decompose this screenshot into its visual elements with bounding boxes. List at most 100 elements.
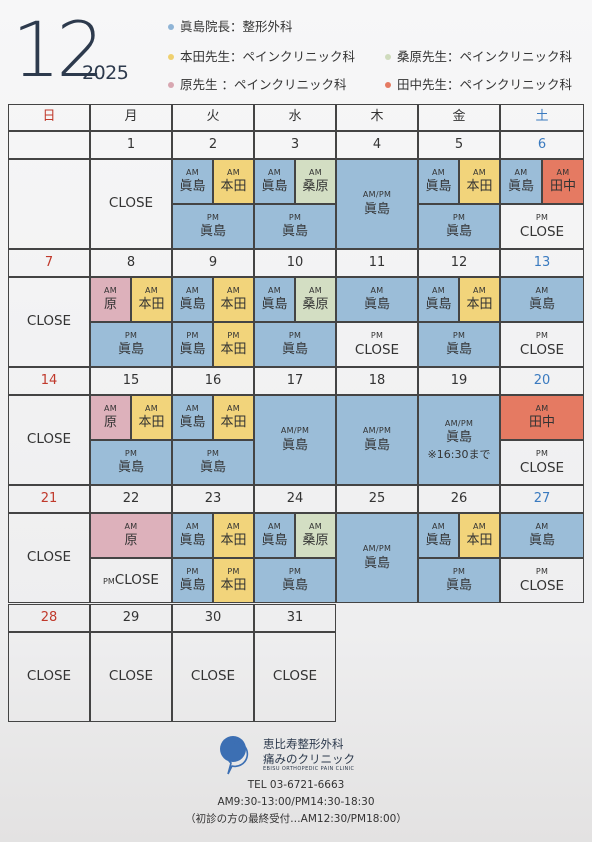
doctor-name: 眞島 xyxy=(281,342,308,358)
pm-slot-cell: PM 眞島 xyxy=(418,322,500,367)
session-tag: AM xyxy=(186,521,199,531)
legend-item: 本田先生：ペインクリニック科 xyxy=(168,50,355,64)
doctor-name: 眞島 xyxy=(363,297,390,313)
date-cell: 2 xyxy=(172,131,254,159)
pm-slot-cell: PM 眞島 xyxy=(254,204,336,249)
date-cell xyxy=(8,131,90,159)
date-number: 4 xyxy=(372,136,382,152)
session-tag: AM xyxy=(556,167,570,177)
session-tag: AM xyxy=(309,285,322,295)
am-slot-cell: AM 原 xyxy=(90,513,172,558)
doctor-name: 本田 xyxy=(466,533,493,549)
doctor-name: 眞島 xyxy=(507,179,534,195)
doctor-name: 本田 xyxy=(220,578,247,594)
session-tag: AM/PM xyxy=(280,426,310,436)
pm-slot-cell: PM 眞島 xyxy=(90,440,172,485)
doctor-name: 桑原 xyxy=(302,297,329,313)
session-tag: AM/PM xyxy=(362,544,392,554)
pm-inline-row: PMCLOSE xyxy=(103,572,159,589)
date-cell: 25 xyxy=(336,485,418,513)
doctor-name: 眞島 xyxy=(199,460,226,476)
am-slot-cell: AM 眞島 xyxy=(172,159,213,204)
doctor-name: 眞島 xyxy=(528,297,555,313)
session-tag: PM xyxy=(288,566,302,576)
doctor-name: 眞島 xyxy=(261,297,288,313)
date-number: 16 xyxy=(204,372,222,388)
session-tag: AM xyxy=(145,285,158,295)
am-slot-cell: AM 眞島 xyxy=(172,277,213,322)
am-slot-cell: AM 本田 xyxy=(459,159,500,204)
clinic-logo-icon xyxy=(220,736,249,775)
am-slot-cell: AM 眞島 xyxy=(418,159,459,204)
clinic-logo: 恵比寿整形外科 痛みのクリニック EBISU ORTHOPEDIC PAIN C… xyxy=(218,732,368,776)
full-day-cell: AM/PM 眞島 xyxy=(336,159,418,249)
pm-slot-cell: PM 眞島 xyxy=(172,440,254,485)
am-slot-cell: AM 本田 xyxy=(131,277,172,322)
am-slot-cell: AM 田中 xyxy=(542,159,584,204)
legend-item: 原先生 ：ペインクリニック科 xyxy=(168,78,346,92)
closed-day-cell: CLOSE xyxy=(254,632,336,722)
session-tag: AM xyxy=(104,403,117,413)
weekday-header: 土 xyxy=(500,104,584,131)
doctor-name: 眞島 xyxy=(199,224,226,240)
schedule-calendar: 日 月 火 水 木 金 土 1 CLOSE 2 AM 眞島 AM 本田 PM 眞島 3 AM 眞島 AM 桑原 PM 眞島 4… xyxy=(8,104,584,722)
date-number: 12 xyxy=(450,254,468,270)
doctor-name: 本田 xyxy=(138,297,165,313)
date-cell: 22 xyxy=(90,485,172,513)
am-slot-cell: AM 本田 xyxy=(459,513,500,558)
closed-day-cell: CLOSE xyxy=(8,513,90,603)
date-number: 28 xyxy=(40,609,58,625)
doctor-name: 眞島 xyxy=(445,342,472,358)
legend-dot xyxy=(385,82,391,88)
closed-day-cell: CLOSE xyxy=(90,632,172,722)
doctor-name: 眞島 xyxy=(179,533,206,549)
date-cell: 28 xyxy=(8,604,90,632)
doctor-name: 眞島 xyxy=(425,533,452,549)
clinic-phone: TEL 03-6721-6663 xyxy=(247,779,345,791)
date-cell: 5 xyxy=(418,131,500,159)
weekday-header: 日 xyxy=(8,104,90,131)
date-cell: 19 xyxy=(418,367,500,395)
doctor-name: 本田 xyxy=(220,533,247,549)
session-tag: AM/PM xyxy=(444,418,474,428)
closed-label: CLOSE xyxy=(519,459,565,476)
doctor-name: 桑原 xyxy=(302,179,329,195)
closed-day-cell: CLOSE xyxy=(8,632,90,722)
weekday-header: 金 xyxy=(418,104,500,131)
pm-slot-cell: PM 眞島 xyxy=(254,558,336,603)
closed-day-cell: CLOSE xyxy=(172,632,254,722)
am-slot-cell: AM 本田 xyxy=(459,277,500,322)
weekday-label: 木 xyxy=(370,109,384,125)
legend-item: 田中先生：ペインクリニック科 xyxy=(385,78,572,92)
session-tag: PM xyxy=(535,212,549,222)
doctor-name: 眞島 xyxy=(261,533,288,549)
session-tag: AM xyxy=(473,285,486,295)
month-number: 12 xyxy=(12,5,105,94)
legend-item: 桑原先生：ペインクリニック科 xyxy=(385,50,572,64)
doctor-name: 眞島 xyxy=(179,297,206,313)
closed-label: CLOSE xyxy=(519,223,565,240)
am-slot-cell: AM 眞島 xyxy=(500,277,584,322)
closed-label: CLOSE xyxy=(26,313,72,330)
session-tag: PM xyxy=(288,330,302,340)
date-number: 30 xyxy=(204,609,222,625)
closed-label: CLOSE xyxy=(108,668,154,685)
closed-label: CLOSE xyxy=(190,668,236,685)
am-slot-cell: AM 眞島 xyxy=(500,513,584,558)
date-number: 10 xyxy=(286,254,304,270)
date-cell: 18 xyxy=(336,367,418,395)
date-number: 1 xyxy=(126,136,136,152)
session-tag: PM xyxy=(124,448,138,458)
doctor-name: 原 xyxy=(124,533,138,549)
weekday-label: 月 xyxy=(124,109,138,125)
doctor-name: 田中 xyxy=(549,179,576,195)
session-tag: PM xyxy=(103,576,115,586)
date-number: 31 xyxy=(286,609,304,625)
session-tag: AM xyxy=(186,403,199,413)
session-tag: PM xyxy=(370,330,384,340)
closed-label: CLOSE xyxy=(26,668,72,685)
am-slot-cell: AM 眞島 xyxy=(254,513,295,558)
date-cell: 27 xyxy=(500,485,584,513)
